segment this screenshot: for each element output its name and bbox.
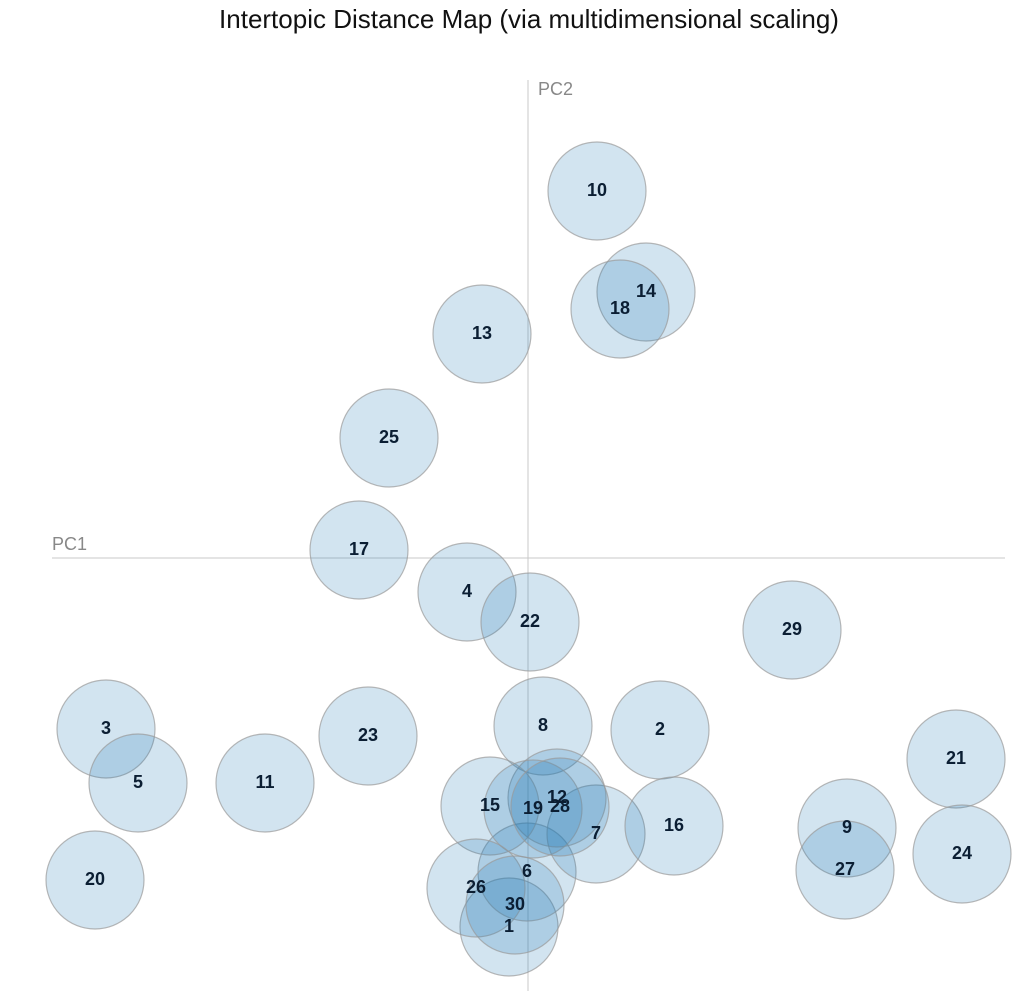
topic-circle: [480, 572, 580, 672]
topic-label: 30: [505, 894, 525, 914]
topic-label: 17: [349, 539, 369, 559]
topic-circle: [483, 759, 583, 859]
topic-circle: [570, 259, 670, 359]
topic-label: 19: [523, 798, 543, 818]
topic-label: 2: [655, 719, 665, 739]
topic-circle: [45, 830, 145, 930]
topic-label: 26: [466, 877, 486, 897]
topic-label: 21: [946, 748, 966, 768]
topic-circle: [318, 686, 418, 786]
topic-circle: [465, 855, 565, 955]
topic-circle: [795, 820, 895, 920]
topic-label: 28: [550, 796, 570, 816]
topic-circle: [742, 580, 842, 680]
topic-label: 12: [547, 787, 567, 807]
topic-label: 25: [379, 427, 399, 447]
topic-label: 8: [538, 715, 548, 735]
topic-circle: [440, 756, 540, 856]
topic-label: 29: [782, 619, 802, 639]
topic-circle: [546, 784, 646, 884]
topic-circle: [215, 733, 315, 833]
topic-circle: [507, 748, 607, 848]
topic-circle: [912, 804, 1012, 904]
topic-label: 24: [952, 843, 972, 863]
topic-circle: [88, 733, 188, 833]
x-axis-label: PC1: [52, 534, 87, 554]
topic-circle: [797, 778, 897, 878]
topic-label: 27: [835, 859, 855, 879]
topic-circle: [417, 542, 517, 642]
topic-circle: [459, 877, 559, 977]
topic-label: 9: [842, 817, 852, 837]
topic-circle: [510, 757, 610, 857]
topic-circle: [432, 284, 532, 384]
topic-label: 18: [610, 298, 630, 318]
topic-circle: [309, 500, 409, 600]
topic-label: 14: [636, 281, 656, 301]
topic-label: 5: [133, 772, 143, 792]
topic-circle: [547, 141, 647, 241]
topic-label: 4: [462, 581, 472, 601]
topic-label: 16: [664, 815, 684, 835]
topic-label: 23: [358, 725, 378, 745]
topic-label: 1: [504, 916, 514, 936]
topic-label: 22: [520, 611, 540, 631]
topic-circle: [339, 388, 439, 488]
topic-circle: [596, 242, 696, 342]
topic-label: 15: [480, 795, 500, 815]
topic-circle: [426, 838, 526, 938]
topic-label: 7: [591, 823, 601, 843]
topic-circle: [56, 679, 156, 779]
y-axis-label: PC2: [538, 79, 573, 99]
chart-title: Intertopic Distance Map (via multidimens…: [219, 4, 839, 34]
topic-label: 10: [587, 180, 607, 200]
topic-circle: [624, 776, 724, 876]
topic-label: 11: [255, 772, 274, 792]
topic-label: 6: [522, 861, 532, 881]
topic-label: 3: [101, 718, 111, 738]
topic-circle: [906, 709, 1006, 809]
topic-label: 20: [85, 869, 105, 889]
topic-label: 13: [472, 323, 492, 343]
